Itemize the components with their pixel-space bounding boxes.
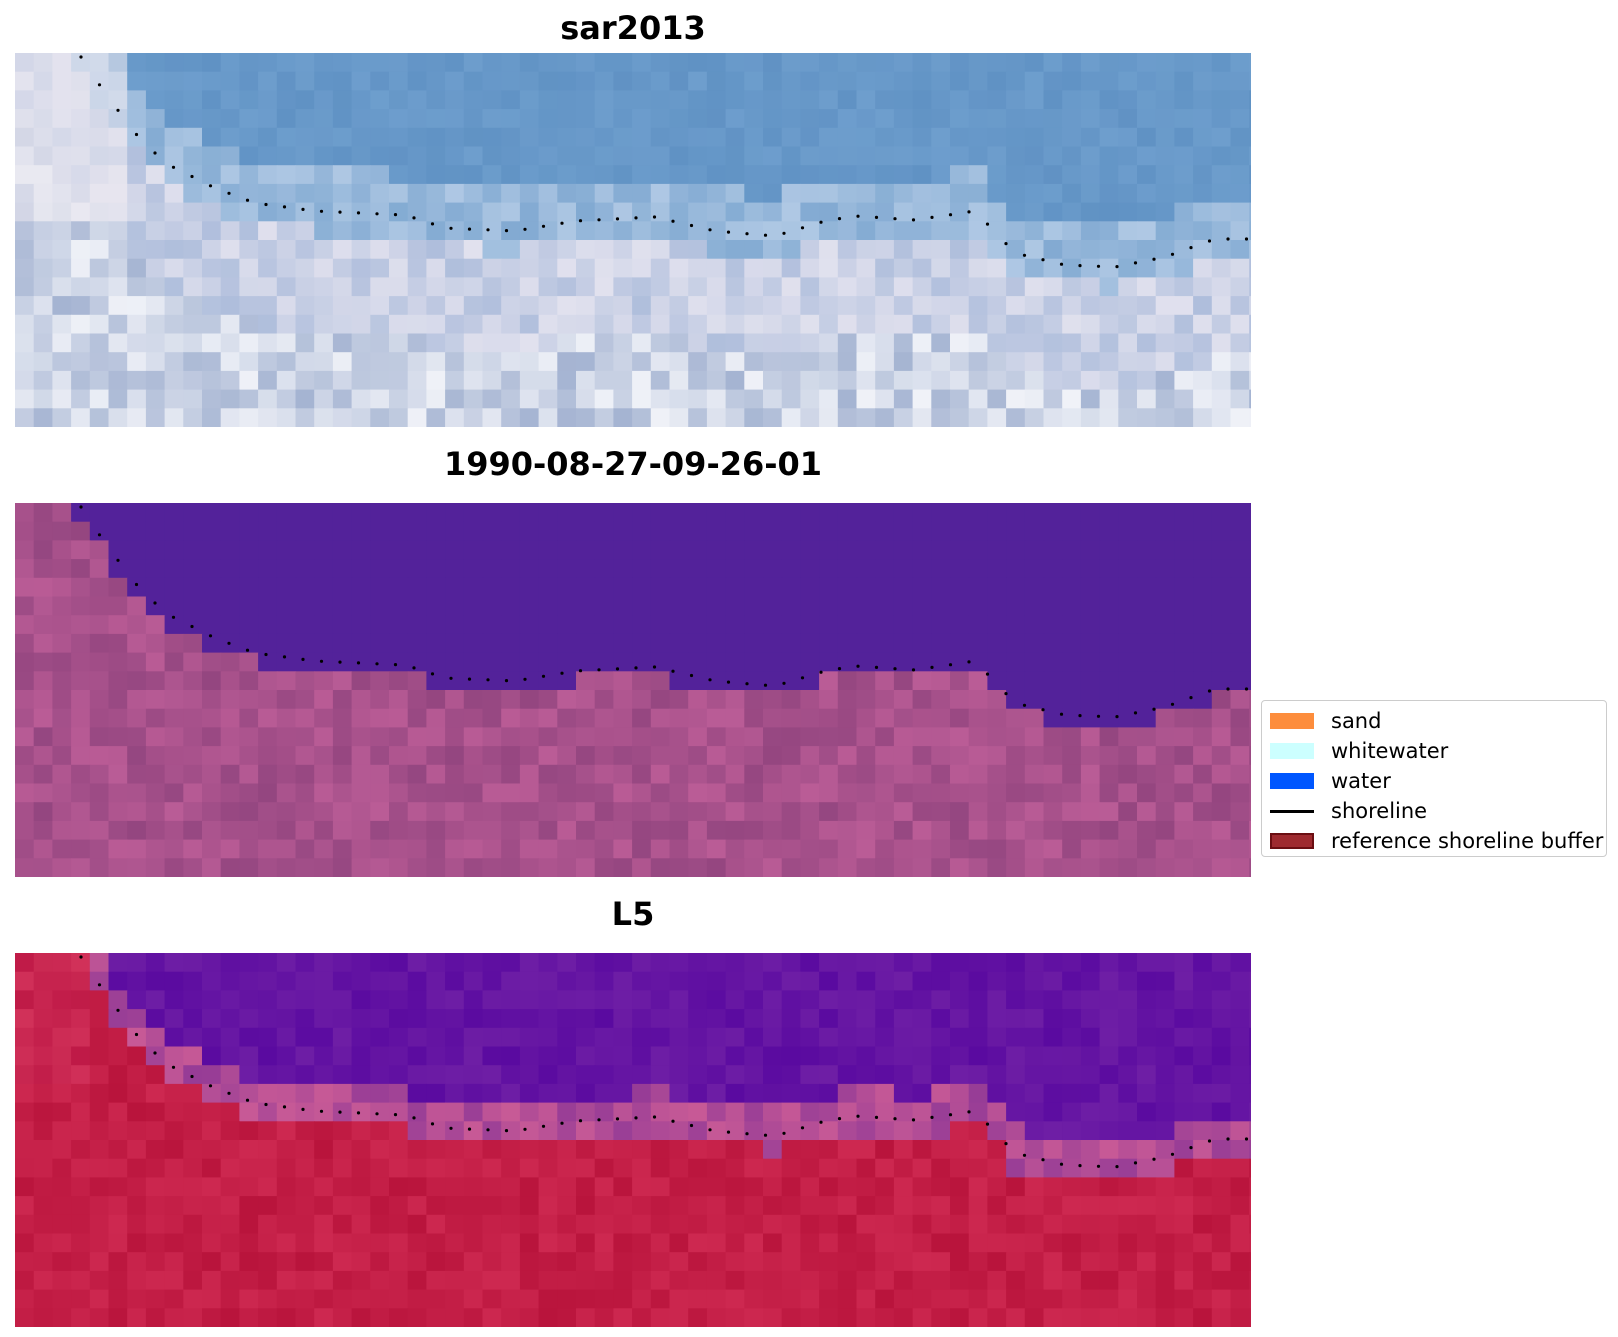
rgb-image-panel xyxy=(15,53,1251,427)
sand-swatch xyxy=(1270,713,1314,729)
legend-label-sand: sand xyxy=(1331,709,1382,733)
legend-item-sand: sand xyxy=(1270,709,1381,733)
legend-item-water: water xyxy=(1270,769,1391,793)
panel-title-rgb: sar2013 xyxy=(560,9,706,47)
legend-item-buffer: reference shoreline buffer xyxy=(1270,829,1603,853)
legend-label-buffer: reference shoreline buffer xyxy=(1331,829,1604,853)
index-image-raster xyxy=(15,953,1251,1327)
panel-title-classified: 1990-08-27-09-26-01 xyxy=(443,445,823,483)
shoreline-line-swatch xyxy=(1270,809,1314,813)
legend-label-shoreline: shoreline xyxy=(1331,799,1428,823)
index-image-panel xyxy=(15,953,1251,1327)
whitewater-swatch xyxy=(1270,743,1314,759)
classified-image-raster xyxy=(15,503,1251,877)
rgb-image-raster xyxy=(15,53,1251,427)
legend-item-shoreline: shoreline xyxy=(1270,799,1427,823)
shoreline-dots-rgb xyxy=(79,55,1249,269)
legend: sand whitewater water shoreline referenc… xyxy=(1261,700,1607,857)
legend-item-whitewater: whitewater xyxy=(1270,739,1448,763)
shoreline-dots-index xyxy=(79,955,1249,1169)
legend-label-water: water xyxy=(1331,769,1391,793)
water-swatch xyxy=(1270,773,1314,789)
buffer-swatch xyxy=(1270,833,1314,849)
shoreline-dots-classified xyxy=(79,505,1249,719)
legend-label-whitewater: whitewater xyxy=(1331,739,1449,763)
panel-title-index: L5 xyxy=(611,895,655,933)
classified-image-panel xyxy=(15,503,1251,877)
